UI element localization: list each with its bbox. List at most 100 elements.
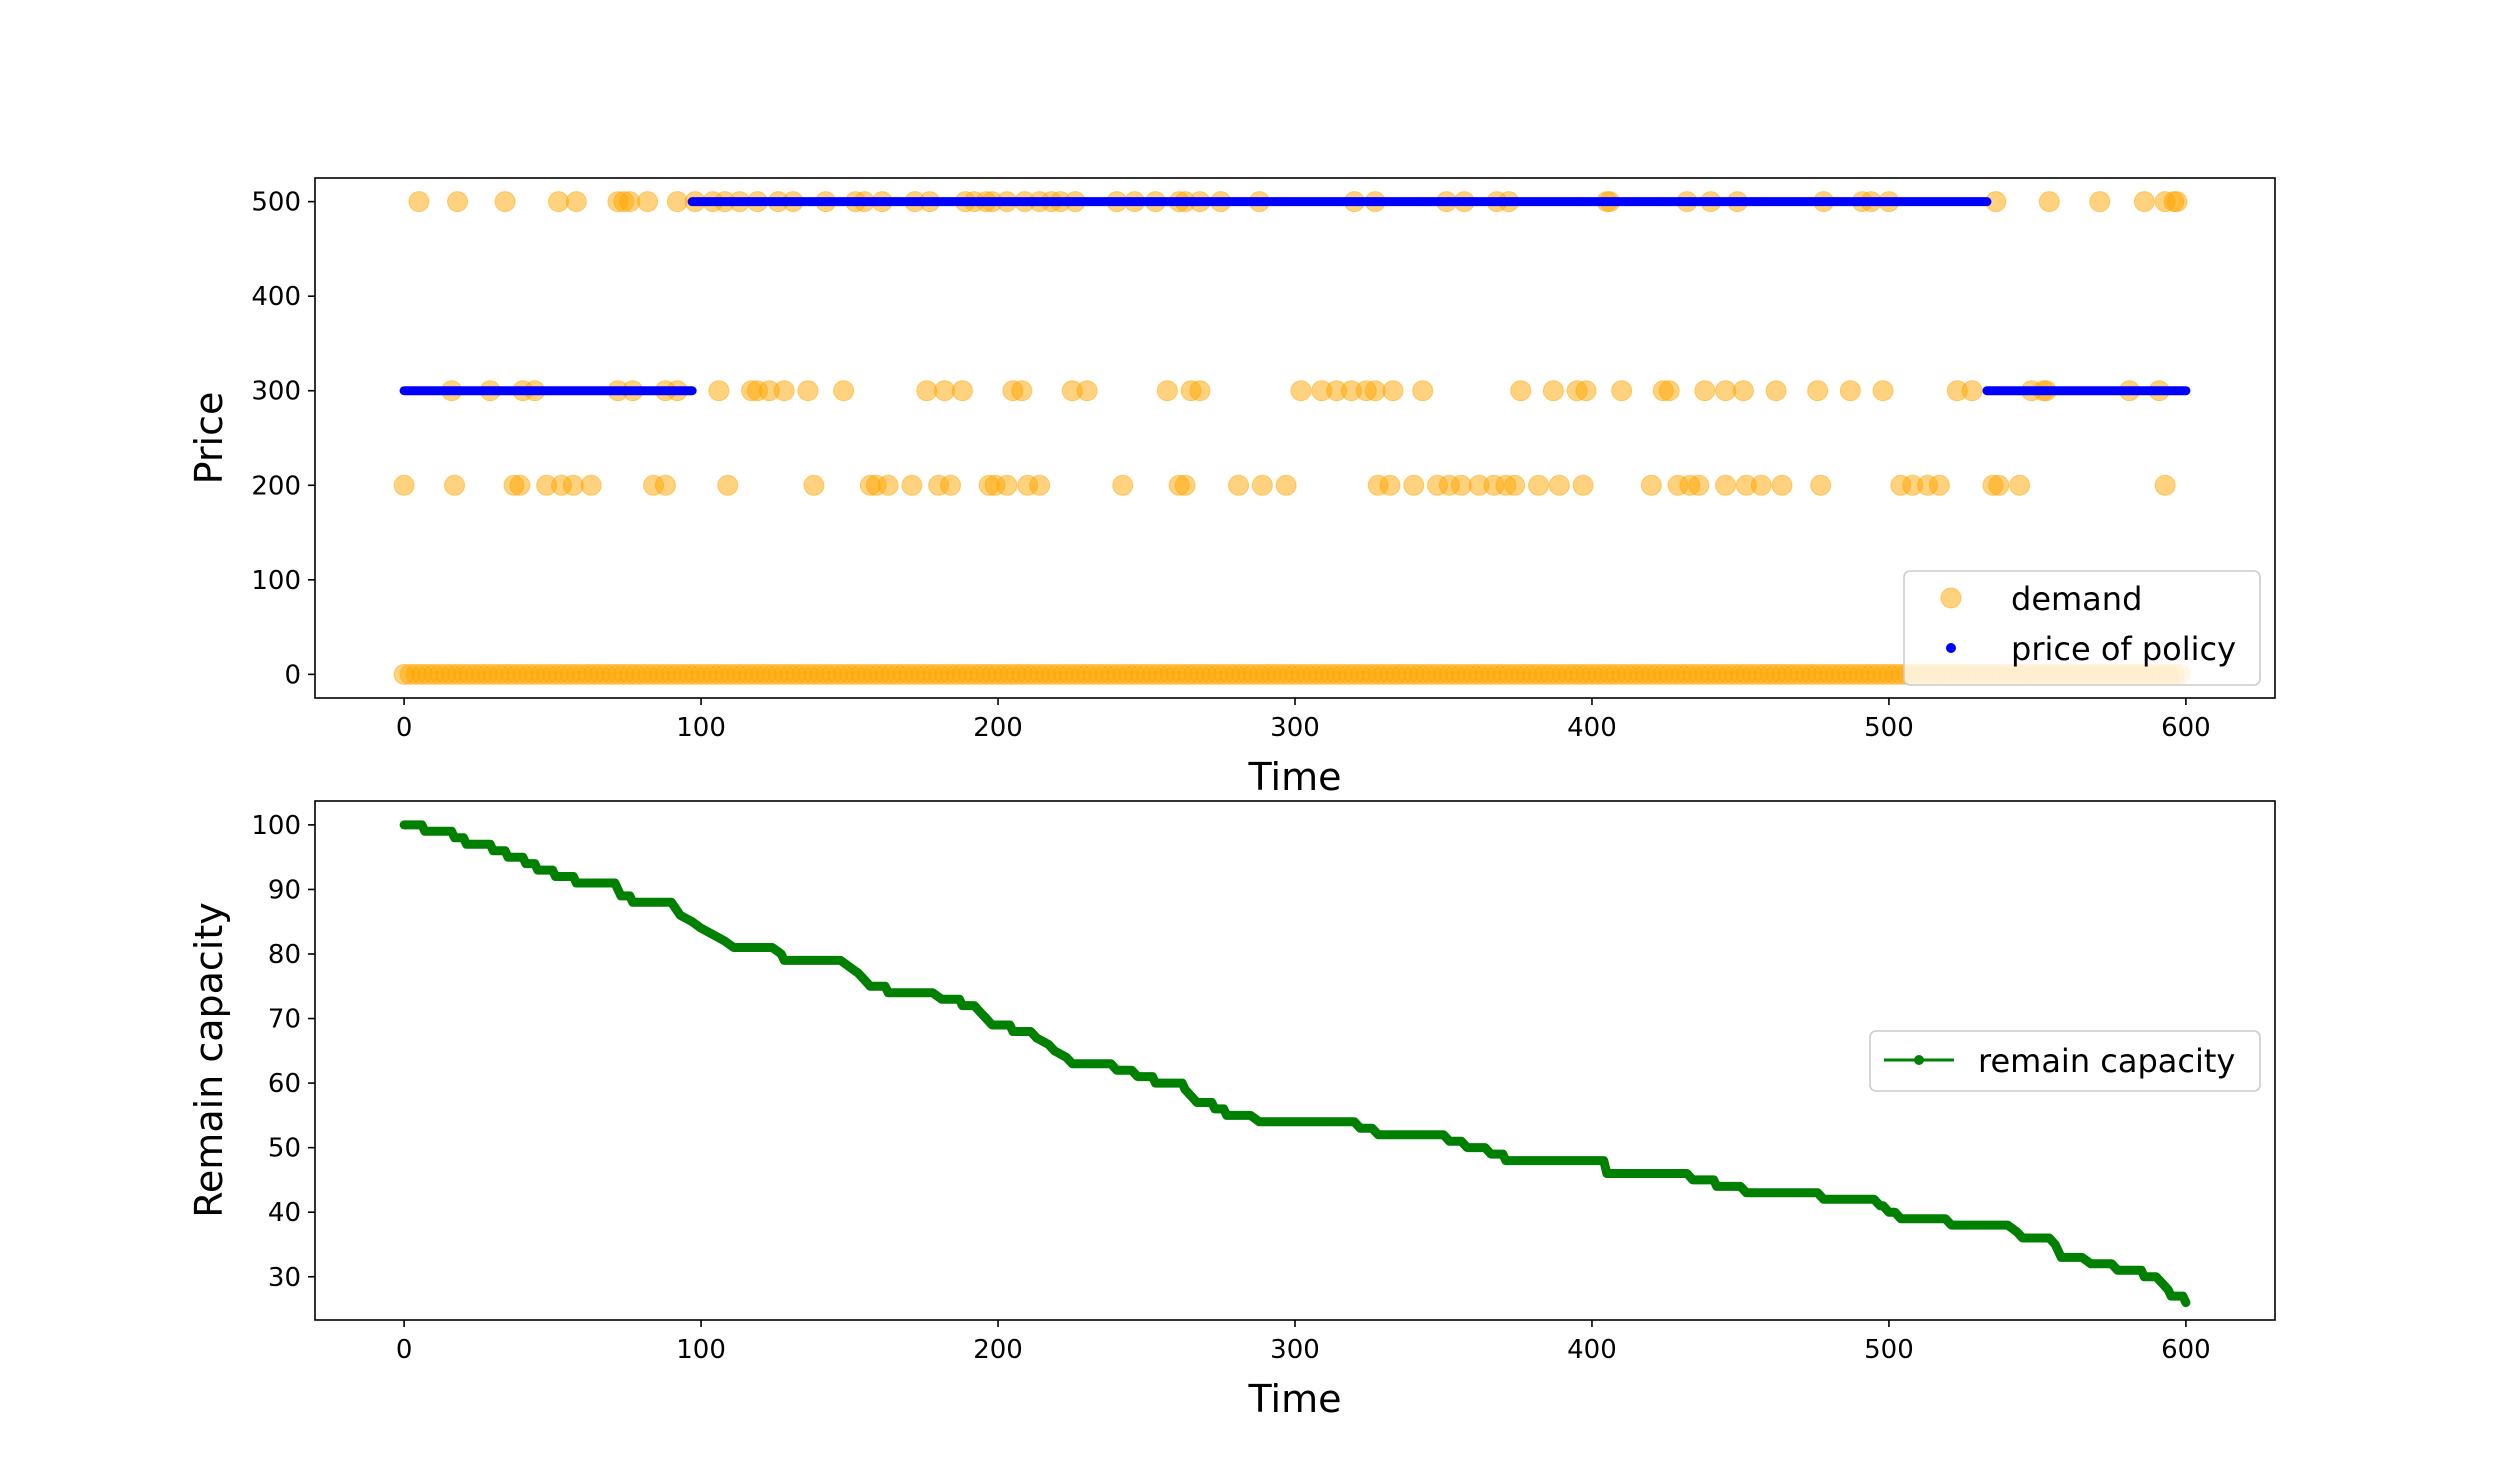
demand-point <box>1732 380 1754 402</box>
demand-point <box>1382 380 1404 402</box>
capacity-x-axis-label: Time <box>1248 1377 1342 1421</box>
price-x-tick-label: 500 <box>1864 713 1914 743</box>
demand-point <box>901 474 923 496</box>
demand-point <box>1688 474 1710 496</box>
demand-point <box>1548 474 1570 496</box>
demand-point <box>1011 380 1033 402</box>
demand-point <box>1528 474 1550 496</box>
demand-point <box>797 380 819 402</box>
legend-policy-label: price of policy <box>2011 630 2236 668</box>
price-x-tick-label: 300 <box>1270 713 1320 743</box>
demand-point <box>1112 474 1134 496</box>
demand-point <box>1771 474 1793 496</box>
demand-point <box>548 191 570 213</box>
demand-point <box>1450 474 1472 496</box>
demand-point <box>1174 474 1196 496</box>
price-y-tick-label: 300 <box>251 377 301 407</box>
demand-point <box>1575 380 1597 402</box>
demand-point <box>1765 380 1787 402</box>
demand-point <box>393 474 415 496</box>
price-legend-box <box>1903 570 2261 686</box>
demand-point <box>1156 380 1178 402</box>
demand-point <box>1379 474 1401 496</box>
demand-point <box>1694 380 1716 402</box>
demand-point <box>494 191 516 213</box>
demand-point <box>565 191 587 213</box>
capacity-y-ticks: 30 40 50 60 70 80 90 100 <box>251 811 315 1293</box>
demand-point <box>1715 474 1737 496</box>
demand-point <box>1290 380 1312 402</box>
demand-point <box>447 191 469 213</box>
capacity-y-tick-label: 100 <box>251 811 301 841</box>
demand-point <box>619 191 641 213</box>
demand-point <box>877 474 899 496</box>
demand-point <box>773 380 795 402</box>
demand-point <box>444 474 466 496</box>
capacity-x-ticks: 0 100 200 300 400 500 600 <box>396 1320 2211 1365</box>
capacity-y-tick-label: 70 <box>268 1005 301 1035</box>
price-x-axis-label: Time <box>1248 755 1342 799</box>
price-chart: 0 100 200 300 400 500 600 0 100 200 300 400 500 Tim… <box>187 177 2276 799</box>
demand-point <box>934 380 956 402</box>
capacity-x-tick-label: 100 <box>676 1335 726 1365</box>
capacity-x-tick-label: 600 <box>2161 1335 2211 1365</box>
price-plot-area <box>393 191 2191 685</box>
demand-point <box>1750 474 1772 496</box>
demand-point <box>1504 474 1526 496</box>
demand-point <box>2009 474 2031 496</box>
demand-point <box>2038 191 2060 213</box>
demand-point <box>2154 474 2176 496</box>
price-x-tick-label: 100 <box>676 713 726 743</box>
capacity-legend: remain capacity <box>1869 1030 2261 1092</box>
demand-point <box>1189 380 1211 402</box>
capacity-plot-area <box>399 820 2191 1308</box>
demand-point <box>666 191 688 213</box>
price-x-tick-label: 400 <box>1567 713 1617 743</box>
price-y-tick-label: 400 <box>251 282 301 312</box>
demand-point <box>1542 380 1564 402</box>
legend-demand-label: demand <box>2011 580 2142 618</box>
demand-point <box>1076 380 1098 402</box>
price-y-ticks: 0 100 200 300 400 500 <box>251 188 315 690</box>
demand-point <box>580 474 602 496</box>
legend-capacity-label: remain capacity <box>1978 1042 2235 1080</box>
capacity-y-tick-label: 50 <box>268 1134 301 1164</box>
capacity-y-axis-label: Remain capacity <box>187 902 231 1218</box>
demand-point <box>654 474 676 496</box>
capacity-y-tick-label: 90 <box>268 875 301 905</box>
capacity-axes-frame <box>314 800 2276 1321</box>
capacity-y-tick-label: 60 <box>268 1069 301 1099</box>
price-legend: demand price of policy <box>1903 570 2261 686</box>
remain-capacity-line <box>399 820 2191 1308</box>
demand-point <box>1228 474 1250 496</box>
price-y-tick-label: 0 <box>284 660 301 690</box>
capacity-y-tick-label: 30 <box>268 1263 301 1293</box>
legend-policy-marker <box>1946 643 1956 653</box>
demand-point <box>1572 474 1594 496</box>
demand-point <box>708 380 730 402</box>
price-y-tick-label: 100 <box>251 566 301 596</box>
capacity-x-tick-label: 500 <box>1864 1335 1914 1365</box>
capacity-x-tick-label: 300 <box>1270 1335 1320 1365</box>
demand-point <box>717 474 739 496</box>
demand-point <box>1810 474 1832 496</box>
demand-point <box>1961 380 1983 402</box>
demand-point <box>1715 380 1737 402</box>
demand-point <box>1872 380 1894 402</box>
capacity-x-tick-label: 200 <box>973 1335 1023 1365</box>
capacity-y-tick-label: 80 <box>268 940 301 970</box>
demand-point <box>1807 380 1829 402</box>
demand-point <box>940 474 962 496</box>
legend-capacity-marker <box>1914 1055 1924 1065</box>
demand-point <box>833 380 855 402</box>
demand-point <box>1275 474 1297 496</box>
price-x-tick-label: 0 <box>396 713 413 743</box>
demand-point <box>1928 474 1950 496</box>
capacity-legend-box <box>1869 1030 2261 1092</box>
demand-point <box>1029 474 1051 496</box>
demand-point <box>1988 474 2010 496</box>
demand-point <box>1364 380 1386 402</box>
demand-point <box>2089 191 2111 213</box>
